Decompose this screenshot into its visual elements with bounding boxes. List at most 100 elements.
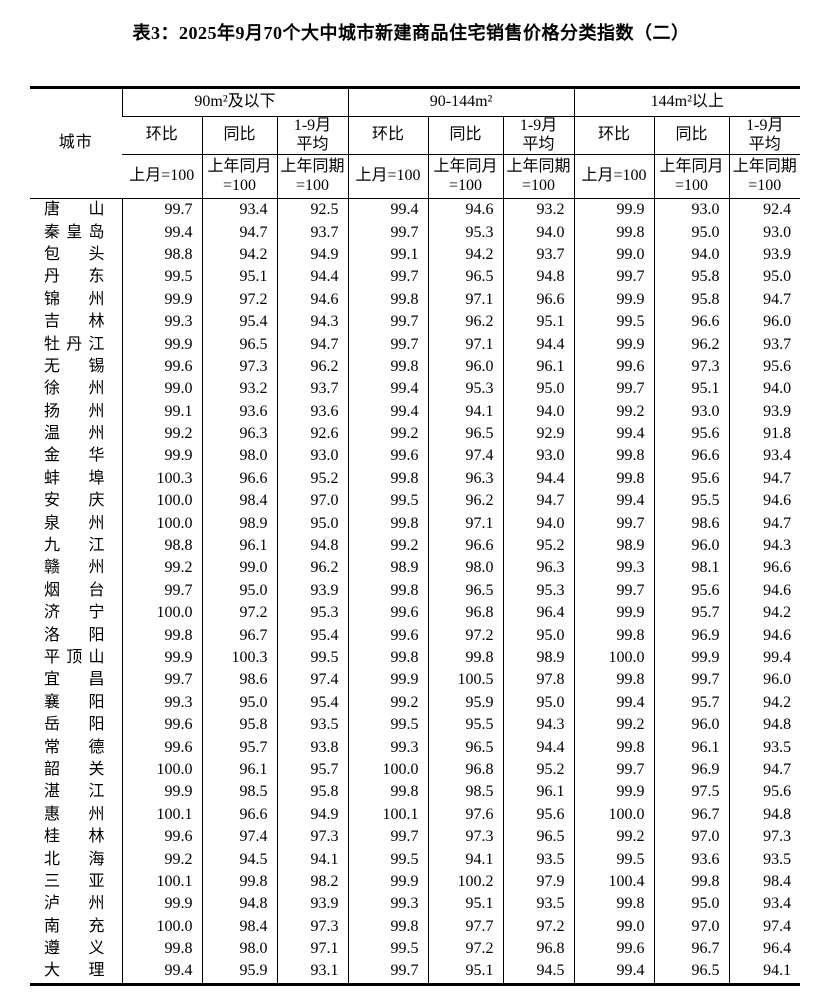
value-cell: 97.4 xyxy=(276,669,349,692)
city-cell: 大理 xyxy=(44,962,105,980)
city-cell: 北海 xyxy=(44,850,105,868)
value-cell: 96.2 xyxy=(276,355,349,379)
value-cell: 99.7 xyxy=(573,579,655,603)
value-cell: 99.3 xyxy=(573,557,655,580)
city-cell: 韶关 xyxy=(44,760,105,778)
value-cell: 99.8 xyxy=(347,355,429,379)
value-cell: 99.6 xyxy=(573,355,655,379)
value-cell: 92.5 xyxy=(276,198,349,222)
value-cell: 99.4 xyxy=(573,422,655,446)
value-cell: 97.1 xyxy=(427,333,504,356)
value-cell: 94.0 xyxy=(728,378,801,401)
value-cell: 99.8 xyxy=(573,669,655,692)
value-cell: 100.0 xyxy=(121,758,202,782)
value-cell: 96.2 xyxy=(276,557,349,580)
value-cell: 99.1 xyxy=(121,400,202,423)
city-cell: 九江 xyxy=(44,537,105,555)
sub-header-cell: 环比 xyxy=(573,116,655,155)
value-cell: 99.9 xyxy=(121,445,202,468)
value-cell: 99.4 xyxy=(728,646,801,670)
value-cell: 99.6 xyxy=(573,937,655,961)
value-cell: 99.2 xyxy=(121,848,202,871)
value-cell: 99.4 xyxy=(347,198,429,222)
city-cell: 吉林 xyxy=(44,313,105,331)
value-cell: 99.8 xyxy=(121,937,202,961)
value-cell: 99.6 xyxy=(121,355,202,379)
value-cell: 99.7 xyxy=(347,960,429,985)
value-cell: 95.4 xyxy=(201,310,277,334)
value-cell: 99.3 xyxy=(121,691,202,714)
value-cell: 94.1 xyxy=(427,848,504,871)
base-header-cell: 上年同月 =100 xyxy=(201,154,277,199)
value-cell: 99.8 xyxy=(347,288,429,311)
value-cell: 97.9 xyxy=(502,870,575,894)
base-header-cell: 上年同月 =100 xyxy=(653,154,730,199)
city-cell: 惠州 xyxy=(44,805,105,823)
value-cell: 96.2 xyxy=(427,310,504,334)
value-cell: 95.0 xyxy=(653,893,730,916)
value-cell: 96.9 xyxy=(653,758,730,782)
value-cell: 100.0 xyxy=(573,646,655,670)
table-row: 遵义 99.8 98.0 97.1 99.5 97.2 96.8 99.6 96.7 96.4 xyxy=(30,937,801,961)
value-cell: 97.1 xyxy=(427,288,504,311)
table-row: 九江 98.8 96.1 94.8 99.2 96.6 95.2 98.9 96.0 94.3 xyxy=(30,534,801,558)
value-cell: 96.8 xyxy=(427,758,504,782)
value-cell: 99.8 xyxy=(653,870,730,894)
value-cell: 99.9 xyxy=(121,893,202,916)
value-cell: 95.6 xyxy=(728,355,801,379)
value-cell: 99.5 xyxy=(347,937,429,961)
value-cell: 97.0 xyxy=(653,825,730,849)
value-cell: 100.0 xyxy=(121,512,202,535)
city-cell: 金华 xyxy=(44,447,105,465)
value-cell: 93.4 xyxy=(201,198,277,222)
value-cell: 99.8 xyxy=(347,512,429,535)
table-row: 包头 98.8 94.2 94.9 99.1 94.2 93.7 99.0 94.0 93.9 xyxy=(30,243,801,267)
value-cell: 98.0 xyxy=(201,937,277,961)
value-cell: 99.3 xyxy=(347,736,429,759)
value-cell: 95.3 xyxy=(276,602,349,625)
city-cell: 泉州 xyxy=(44,514,105,532)
city-cell: 南充 xyxy=(44,917,105,935)
value-cell: 99.7 xyxy=(347,333,429,356)
value-cell: 94.0 xyxy=(653,243,730,267)
value-cell: 99.7 xyxy=(347,266,429,289)
value-cell: 99.2 xyxy=(573,713,655,737)
value-cell: 94.8 xyxy=(728,803,801,826)
value-cell: 94.5 xyxy=(201,848,277,871)
value-cell: 95.6 xyxy=(728,781,801,804)
value-cell: 99.4 xyxy=(573,490,655,513)
value-cell: 99.7 xyxy=(653,669,730,692)
value-cell: 96.1 xyxy=(201,758,277,782)
base-header-cell: 上月=100 xyxy=(122,154,202,199)
sub-header-cell: 1-9月 平均 xyxy=(728,116,801,155)
city-cell: 温州 xyxy=(44,425,105,443)
value-cell: 99.5 xyxy=(347,490,429,513)
value-cell: 99.6 xyxy=(121,736,202,759)
value-cell: 94.4 xyxy=(502,333,575,356)
value-cell: 93.5 xyxy=(728,848,801,871)
base-header-cell: 上月=100 xyxy=(347,154,429,199)
value-cell: 95.0 xyxy=(276,512,349,535)
value-cell: 94.7 xyxy=(728,467,801,491)
value-cell: 97.3 xyxy=(276,915,349,938)
value-cell: 100.1 xyxy=(347,803,429,826)
value-cell: 98.5 xyxy=(427,781,504,804)
value-cell: 96.4 xyxy=(728,937,801,961)
value-cell: 97.1 xyxy=(276,937,349,961)
city-cell: 襄阳 xyxy=(44,693,105,711)
value-cell: 98.9 xyxy=(502,646,575,670)
value-cell: 97.8 xyxy=(502,669,575,692)
group-header-cell: 90-144m² xyxy=(347,87,575,117)
value-cell: 94.4 xyxy=(276,266,349,289)
sub-header-cell: 同比 xyxy=(201,116,277,155)
value-cell: 93.4 xyxy=(728,445,801,468)
value-cell: 100.0 xyxy=(121,915,202,938)
city-cell: 丹东 xyxy=(44,268,105,286)
value-cell: 93.7 xyxy=(728,333,801,356)
table-row: 唐山 99.7 93.4 92.5 99.4 94.6 93.2 99.9 93.0 92.4 xyxy=(30,198,801,222)
value-cell: 97.3 xyxy=(276,825,349,849)
value-cell: 100.0 xyxy=(121,490,202,513)
value-cell: 96.5 xyxy=(427,422,504,446)
value-cell: 94.6 xyxy=(728,490,801,513)
table-row: 平顶山 99.9 100.3 99.5 99.8 99.8 98.9 100.0 99.9 99.… xyxy=(30,646,801,670)
